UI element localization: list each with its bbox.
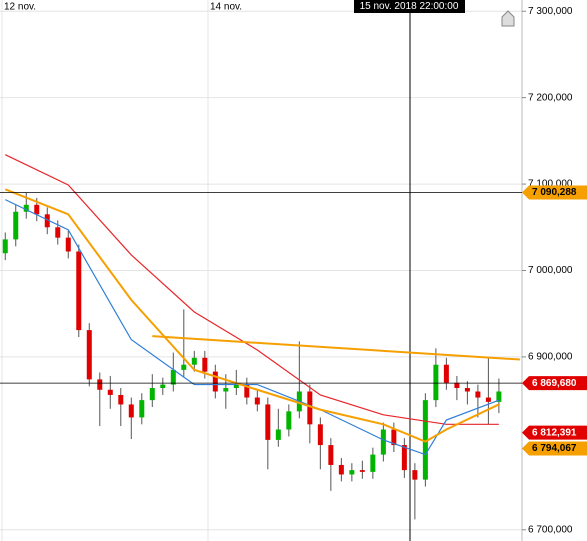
candle-body: [160, 384, 166, 389]
candle-body: [275, 429, 281, 440]
candle-body: [202, 357, 208, 372]
y-tick-label: 7 000,000: [528, 265, 573, 276]
candle-body: [370, 454, 376, 472]
candle-body: [443, 364, 449, 383]
candle-body: [244, 384, 250, 398]
price-label: 6 812,391: [532, 427, 577, 438]
candle-body: [44, 214, 50, 228]
y-tick-label: 6 900,000: [528, 352, 573, 363]
crosshair-label: 15 nov. 2018 22:00:00: [360, 1, 459, 12]
indicator-line: [4, 199, 500, 456]
crosshair-label-box: [354, 0, 465, 13]
candle-body: [170, 369, 176, 385]
candle-body: [128, 404, 134, 418]
indicator-line: [4, 154, 499, 425]
candle-body: [433, 364, 439, 401]
candle-body: [412, 470, 418, 480]
candle-body: [191, 357, 197, 365]
candle-body: [2, 239, 8, 254]
indicator-line: [4, 188, 500, 443]
candle-body: [485, 397, 491, 402]
candle-body: [307, 391, 313, 425]
candle-body: [391, 429, 397, 446]
candle-body: [118, 394, 124, 405]
candle-body: [55, 227, 61, 238]
candle-body: [380, 429, 386, 455]
y-tick-label: 7 300,000: [528, 6, 573, 17]
price-label-box: [522, 376, 587, 391]
y-tick-label: 6 700,000: [528, 524, 573, 535]
candle-body: [464, 388, 470, 392]
candle-body: [107, 389, 113, 395]
candle-body: [496, 391, 502, 402]
candle-body: [349, 470, 355, 475]
candle-body: [265, 404, 271, 440]
candle-body: [65, 237, 71, 252]
price-label-box: [522, 185, 587, 200]
indicator-line: [152, 335, 520, 361]
candle-body: [359, 470, 365, 472]
y-tick-label: 7 100,000: [528, 179, 573, 190]
candle-body: [254, 397, 260, 405]
price-label-box: [522, 441, 587, 456]
candle-body: [181, 364, 187, 370]
candle-body: [475, 391, 481, 398]
candle-body: [286, 411, 292, 430]
candle-body: [401, 445, 407, 471]
candle-body: [233, 384, 239, 389]
candle-body: [149, 388, 155, 401]
candle-body: [338, 464, 344, 475]
price-label: 6 869,680: [532, 378, 577, 389]
price-label-box: [522, 425, 587, 440]
home-icon[interactable]: [501, 10, 515, 27]
date-label: 12 nov.: [4, 2, 36, 13]
price-label: 7 090,288: [532, 187, 577, 198]
candle-body: [34, 204, 40, 215]
candle-body: [86, 330, 92, 380]
candle-body: [422, 400, 428, 480]
candle-body: [328, 445, 334, 465]
y-tick-label: 7 200,000: [528, 92, 573, 103]
candle-body: [97, 379, 103, 390]
candle-body: [76, 251, 82, 331]
date-label: 14 nov.: [210, 2, 242, 13]
candle-body: [454, 382, 460, 389]
candle-body: [223, 388, 229, 392]
price-label: 6 794,067: [532, 443, 577, 454]
home-icon-shape[interactable]: [501, 10, 515, 27]
candle-body: [139, 400, 145, 418]
candle-body: [23, 204, 29, 212]
candle-body: [13, 211, 19, 240]
candle-body: [212, 371, 218, 392]
candle-body: [317, 424, 323, 446]
